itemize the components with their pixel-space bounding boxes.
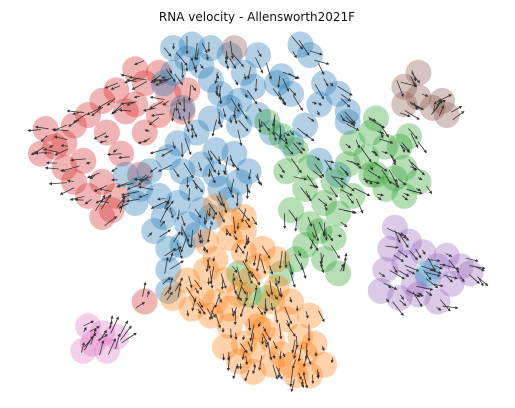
cell-point — [33, 116, 59, 142]
cell-point — [264, 70, 290, 96]
cell-point — [94, 338, 120, 364]
cell-point — [363, 105, 389, 131]
cell-point — [457, 260, 483, 286]
cell-point — [297, 303, 323, 329]
cell-point — [391, 91, 417, 117]
cell-point — [335, 151, 361, 177]
cell-point — [151, 70, 177, 96]
cell-point — [358, 162, 384, 188]
cell-point — [169, 95, 195, 121]
cell-point — [132, 289, 158, 315]
cell-point — [377, 236, 403, 262]
velocity-arrow — [87, 163, 91, 164]
cell-point — [297, 155, 323, 181]
cell-point — [278, 197, 304, 223]
cell-point — [306, 91, 332, 117]
cell-point — [75, 183, 101, 209]
cell-point — [405, 169, 431, 195]
cell-point — [160, 285, 186, 311]
cell-point — [283, 362, 309, 388]
cell-point — [70, 338, 96, 364]
cell-point — [94, 120, 120, 146]
velocity-arrow — [239, 103, 240, 107]
cell-point — [325, 260, 351, 286]
velocity-arrow — [418, 142, 426, 153]
chart-title: RNA velocity - Allensworth2021F — [159, 10, 355, 24]
cell-point — [193, 229, 219, 255]
cell-point — [212, 334, 238, 360]
